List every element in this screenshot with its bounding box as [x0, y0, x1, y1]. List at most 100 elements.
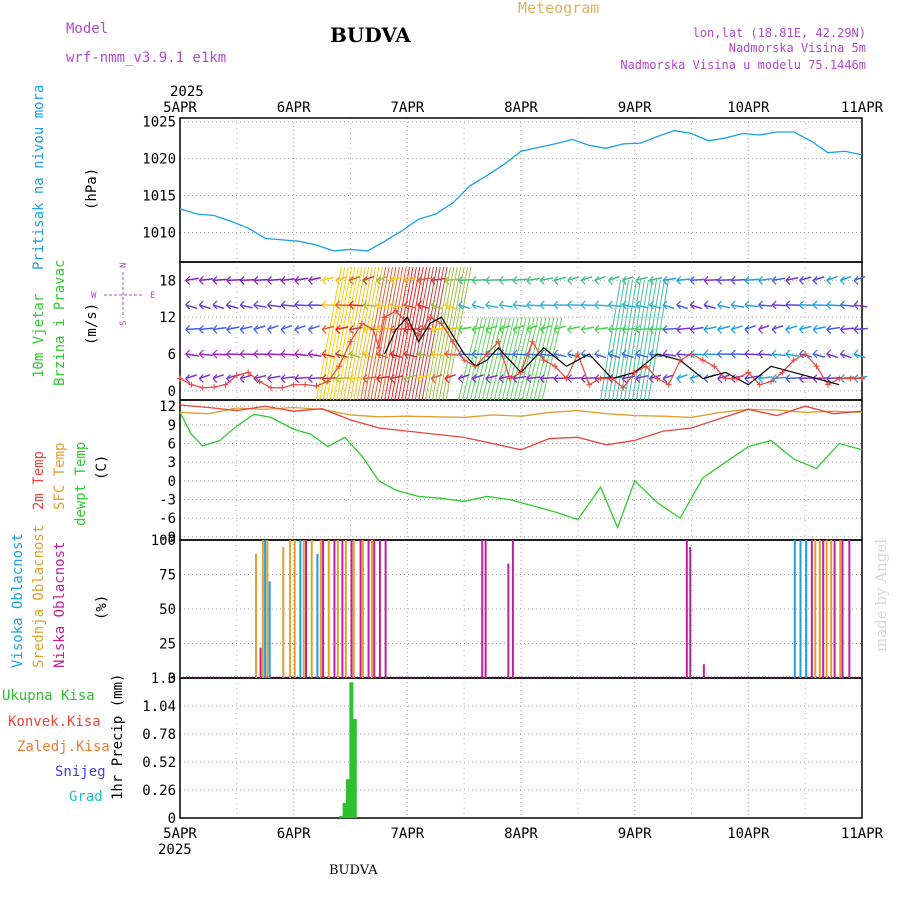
wind-speed-marker [563, 375, 570, 382]
mid-cloud-bar [818, 540, 821, 678]
panel-cloud: 0 25 50 75 100 [151, 533, 863, 687]
watermark: made by Angel [872, 539, 890, 652]
panel-pressure: 1010 1015 1020 1025 [142, 115, 863, 263]
ytick-label: 75 [159, 568, 176, 584]
wind-speed-marker [392, 308, 399, 315]
low-cloud-bar [848, 540, 851, 678]
station-title: BUDVA [330, 23, 411, 47]
wind-speed-marker [733, 375, 740, 382]
temp-ylabel-unit: (C) [94, 455, 110, 480]
ytick-label: -9 [159, 530, 176, 546]
precip-ylabel: 1hr Precip (mm) [110, 674, 126, 800]
ytick-label: 1.04 [142, 699, 176, 715]
panels: 1010101510201025061218-9-6-3036912025507… [142, 115, 863, 827]
bottom-date-label: 7APR [390, 826, 424, 842]
wind-speed-marker [375, 344, 382, 351]
model-name: wrf-nmm_v3.9.1 e1km [66, 50, 226, 66]
ytick-label: 50 [159, 602, 176, 618]
cloud-ylabel-low: Niska Oblacnost [52, 542, 68, 668]
temp-ylabel-dewpt: dewpt Temp [73, 442, 89, 526]
low-cloud-bar [689, 546, 692, 678]
wind-speed-marker [552, 363, 559, 370]
ytick-label: -6 [159, 511, 176, 527]
ytick-label: 0 [168, 811, 176, 827]
top-date-label: 5APR [163, 100, 197, 116]
wind-speed-marker [438, 320, 445, 327]
model-elevation-text: Nadmorska Visina u modelu 75.1446m [620, 58, 866, 72]
year-bottom: 2025 [158, 842, 192, 858]
mid-cloud-bar [261, 540, 264, 678]
low-cloud-bar [822, 540, 825, 678]
low-cloud-bar [511, 540, 514, 678]
wind-speed-marker [313, 382, 320, 389]
wind-speed-marker [324, 378, 331, 385]
cloud-ylabel-unit: (%) [94, 595, 110, 620]
mid-cloud-bar [344, 540, 347, 678]
compass-east: E [150, 291, 155, 301]
ytick-label: 25 [159, 637, 176, 653]
wind-speed-marker [483, 351, 490, 357]
top-date-axis: 5APR 6APR 7APR 8APR 9APR 10APR 11APR [163, 100, 883, 116]
mid-cloud-bar [302, 540, 305, 678]
precip-bar [342, 802, 347, 818]
low-cloud-bar [305, 540, 308, 678]
wind-speed-marker [540, 357, 547, 364]
wind-speed-marker [768, 378, 775, 385]
wind-speed-marker [699, 357, 706, 364]
high-cloud-bar [264, 540, 267, 678]
high-cloud-bar [793, 540, 796, 678]
ytick-label: 0 [168, 474, 176, 490]
wind-speed-marker [427, 314, 434, 321]
high-cloud-bar [299, 540, 302, 678]
mid-cloud-bar [266, 540, 269, 678]
cloud-ylabel: Visoka Oblacnost Srednja Oblacnost Niska… [10, 525, 110, 668]
dewpt-line [179, 412, 863, 530]
low-cloud-bar [322, 540, 325, 678]
ytick-label: -3 [159, 493, 176, 509]
wind-speed-marker [790, 357, 797, 364]
low-cloud-bar [507, 563, 510, 678]
wind-speed-marker [256, 378, 263, 385]
ytick-label: 0.52 [142, 755, 176, 771]
ytick-label: 3 [168, 455, 176, 471]
wind-speed-marker [370, 326, 377, 333]
compass-north: N [119, 263, 129, 268]
mid-cloud-bar [289, 540, 292, 678]
wind-speed-marker [859, 375, 865, 382]
wind-speed-marker [404, 320, 411, 327]
mid-cloud-bar [825, 540, 828, 678]
footer-station: BUDVA [329, 863, 378, 878]
wind-speed-marker [461, 357, 468, 364]
legend-grad: Grad [69, 789, 103, 805]
low-cloud-bar [341, 540, 344, 678]
wind-ylabel: 10m Vjetar Brzina i Pravac (m/s) W E N S [31, 260, 155, 386]
wind-gust-line [384, 316, 840, 386]
ytick-label: 0.26 [142, 783, 176, 799]
elevation-text: Nadmorska Visina 5m [729, 41, 866, 55]
panel-precip: 0 0.26 0.52 0.78 1.04 1.3 [142, 671, 863, 827]
wind-speed-marker [597, 375, 604, 382]
mid-cloud-bar [839, 540, 842, 678]
wind-barbs [185, 266, 868, 401]
high-cloud-bar [268, 581, 271, 678]
wind-speed-marker [813, 363, 820, 370]
ytick-label: 1.3 [151, 671, 176, 687]
mid-cloud-bar [255, 553, 258, 678]
top-date-label: 9APR [618, 100, 652, 116]
low-cloud-bar [833, 540, 836, 678]
ytick-label: 9 [168, 418, 176, 434]
wind-speed-marker [245, 369, 252, 376]
low-cloud-bar [333, 540, 336, 678]
ytick-label: 0 [168, 671, 176, 687]
wind-speed-marker [847, 375, 854, 382]
pressure-line [179, 129, 863, 252]
ytick-label: 12 [159, 399, 176, 415]
wind-speed-marker [495, 338, 502, 345]
wind-speed-marker [222, 381, 229, 388]
panel-frame [179, 677, 863, 819]
temp2m-line [179, 404, 863, 451]
low-cloud-bar [841, 540, 844, 678]
wind-speed-marker [177, 375, 183, 382]
wind-speed-marker [381, 314, 388, 321]
top-date-label: 6APR [277, 100, 311, 116]
